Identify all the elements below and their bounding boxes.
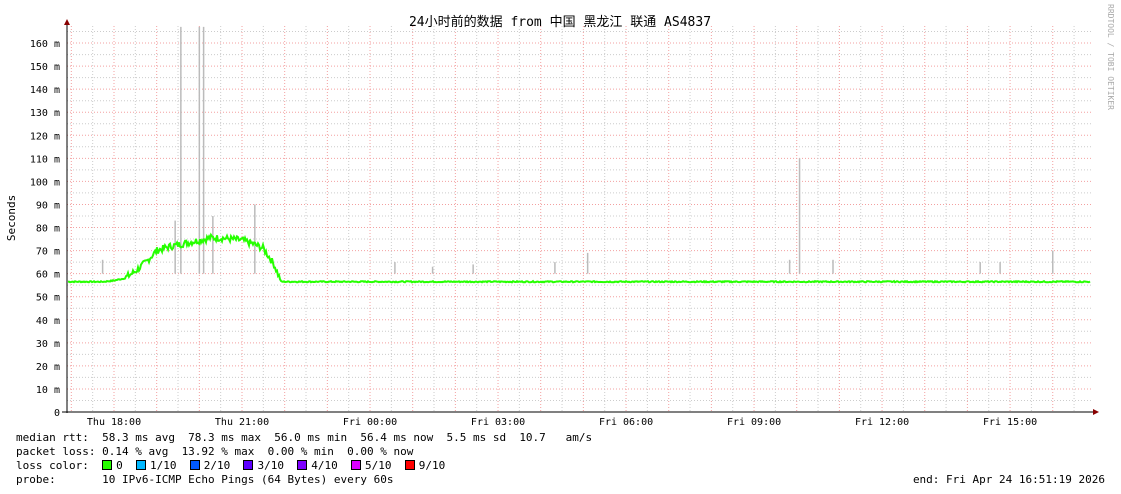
chart-title: 24小时前的数据 from 中国 黑龙江 联通 AS4837 (409, 14, 711, 30)
grid (67, 26, 1093, 412)
loss-color-swatch (102, 460, 113, 470)
loss-color-swatch (297, 460, 308, 470)
loss-color-swatch (189, 460, 200, 470)
median-series (67, 232, 1091, 284)
x-tick-label: Fri 15:00 (983, 417, 1037, 428)
x-tick-label: Fri 03:00 (471, 417, 525, 428)
loss-color-label: loss color: (16, 459, 103, 472)
loss-legend-label: 2/10 (203, 459, 231, 472)
y-tick-label: 60 m (36, 270, 60, 281)
loss-legend-item: 4/10 (297, 459, 351, 472)
loss-legend-label: 3/10 (257, 459, 284, 472)
loss-legend-label: 0 (116, 459, 123, 472)
y-tick-label: 70 m (36, 247, 60, 258)
y-tick-label: 40 m (36, 316, 60, 327)
loss-color-swatch (404, 460, 415, 470)
x-tick-label: Fri 09:00 (727, 417, 781, 428)
x-tick-label: Thu 21:00 (215, 417, 269, 428)
x-tick-label: Thu 18:00 (87, 417, 141, 428)
y-tick-label: 100 m (30, 177, 60, 188)
median-line (67, 232, 1091, 284)
max-spikes (101, 26, 1054, 274)
y-tick-label: 20 m (36, 362, 60, 373)
y-tick-label: 110 m (30, 154, 60, 165)
x-tick-label: Fri 00:00 (343, 417, 397, 428)
x-tick-label: Fri 12:00 (855, 417, 909, 428)
y-tick-label: 140 m (30, 85, 60, 96)
y-tick-label: 120 m (30, 131, 60, 142)
smokeping-chart: 0 10 m 20 m 30 m 40 m 50 m 60 m 70 m 80 m 90 m 100… (5, 4, 1115, 428)
loss-legend-label: 5/10 (364, 459, 392, 472)
loss-color-swatch (135, 460, 146, 470)
packet-loss-line: packet loss: 0.14 % avg 13.92 % max 0.00… (16, 445, 414, 458)
y-tick-label: 150 m (30, 62, 60, 73)
loss-legend-label: 1/10 (149, 459, 177, 472)
loss-legend-item: 1/10 (135, 459, 190, 472)
y-tick-label: 160 m (30, 39, 60, 50)
loss-legend-label: 9/10 (418, 459, 446, 472)
median-rtt-line: median rtt: 58.3 ms avg 78.3 ms max 56.0… (16, 431, 593, 444)
watermark: RRDTOOL / TOBI OETIKER (1106, 4, 1115, 110)
loss-legend-item: 0 (102, 459, 136, 472)
loss-legend-item: 5/10 (350, 459, 405, 472)
y-tick-label: 0 (54, 408, 60, 419)
x-axis-labels: Thu 18:00 Thu 21:00 Fri 00:00 Fri 03:00 Fri … (87, 417, 1037, 428)
y-tick-label: 90 m (36, 200, 60, 211)
loss-legend-label: 4/10 (311, 459, 338, 472)
probe-line: probe: 10 IPv6-ICMP Echo Pings (64 Bytes… (16, 473, 394, 486)
y-tick-label: 50 m (36, 293, 60, 304)
loss-legend-item: 3/10 (243, 459, 297, 472)
y-tick-label: 80 m (36, 224, 60, 235)
loss-color-swatch (350, 460, 361, 470)
x-tick-label: Fri 06:00 (599, 417, 653, 428)
y-tick-label: 30 m (36, 339, 60, 350)
y-axis-arrow (64, 19, 70, 25)
loss-legend-item: 2/10 (189, 459, 244, 472)
y-axis-title: Seconds (5, 195, 18, 241)
loss-color-swatch (243, 460, 254, 470)
y-axis-labels: 0 10 m 20 m 30 m 40 m 50 m 60 m 70 m 80 m 90 m 100… (30, 39, 60, 419)
end-time: end: Fri Apr 24 16:51:19 2026 (912, 473, 1105, 486)
y-tick-label: 130 m (30, 108, 60, 119)
x-axis-arrow (1093, 409, 1099, 415)
loss-legend-item: 9/10 (404, 459, 459, 472)
y-tick-label: 10 m (36, 385, 60, 396)
loss-color-line: loss color: 0 1/10 2/10 3/10 4/10 5/10 9… (16, 459, 458, 473)
